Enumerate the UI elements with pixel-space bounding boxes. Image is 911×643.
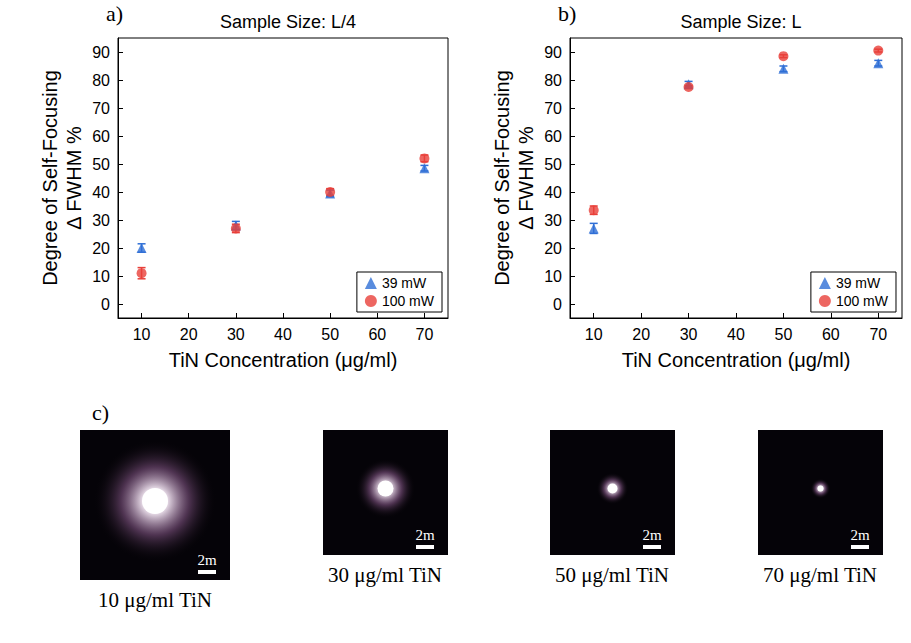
svg-text:Degree of Self-Focusing: Degree of Self-Focusing	[39, 70, 61, 286]
svg-text:20: 20	[632, 326, 650, 343]
svg-text:50: 50	[775, 326, 793, 343]
svg-text:60: 60	[92, 128, 110, 145]
svg-text:0: 0	[553, 296, 562, 313]
svg-text:50: 50	[92, 156, 110, 173]
svg-text:Δ FWHM %: Δ FWHM %	[515, 126, 537, 230]
html-text:c): c)	[92, 400, 110, 425]
svg-text:30: 30	[680, 326, 698, 343]
svg-text:80: 80	[92, 72, 110, 89]
svg-text:60: 60	[368, 326, 386, 343]
svg-text:100 mW: 100 mW	[836, 293, 889, 309]
svg-text:40: 40	[274, 326, 292, 343]
svg-text:90: 90	[544, 44, 562, 61]
html-text:30 μg/ml TiN: 30 μg/ml TiN	[328, 563, 442, 587]
html-text:50 μg/ml TiN: 50 μg/ml TiN	[555, 563, 669, 587]
svg-text:100 mW: 100 mW	[382, 293, 435, 309]
html-text:10 μg/ml TiN: 10 μg/ml TiN	[98, 588, 212, 612]
svg-text:10: 10	[133, 326, 151, 343]
svg-text:20: 20	[92, 240, 110, 257]
svg-text:0: 0	[101, 296, 110, 313]
svg-text:50: 50	[544, 156, 562, 173]
svg-text:70: 70	[544, 100, 562, 117]
svg-text:40: 40	[544, 184, 562, 201]
html-text:70 μg/ml TiN: 70 μg/ml TiN	[763, 563, 877, 587]
svg-text:10: 10	[544, 268, 562, 285]
svg-text:70: 70	[869, 326, 887, 343]
svg-text:50: 50	[321, 326, 339, 343]
svg-text:20: 20	[544, 240, 562, 257]
svg-text:30: 30	[544, 212, 562, 229]
svg-text:Δ FWHM %: Δ FWHM %	[63, 126, 85, 230]
svg-text:30: 30	[227, 326, 245, 343]
svg-text:90: 90	[92, 44, 110, 61]
svg-text:39 mW: 39 mW	[382, 275, 427, 291]
svg-text:2m: 2m	[850, 527, 870, 543]
svg-text:30: 30	[92, 212, 110, 229]
svg-text:70: 70	[416, 326, 434, 343]
svg-text:TiN Concentration (μg/ml): TiN Concentration (μg/ml)	[169, 349, 398, 371]
svg-text:40: 40	[727, 326, 745, 343]
svg-text:60: 60	[544, 128, 562, 145]
svg-text:Sample Size: L: Sample Size: L	[680, 12, 801, 32]
svg-text:b): b)	[558, 1, 576, 26]
svg-text:40: 40	[92, 184, 110, 201]
svg-text:Degree of Self-Focusing: Degree of Self-Focusing	[491, 70, 513, 286]
svg-text:20: 20	[180, 326, 198, 343]
svg-text:10: 10	[585, 326, 603, 343]
svg-text:39 mW: 39 mW	[836, 275, 881, 291]
svg-text:2m: 2m	[415, 527, 435, 543]
svg-text:a): a)	[106, 1, 123, 26]
svg-text:70: 70	[92, 100, 110, 117]
svg-text:80: 80	[544, 72, 562, 89]
svg-text:10: 10	[92, 268, 110, 285]
svg-text:TiN Concentration (μg/ml): TiN Concentration (μg/ml)	[622, 349, 851, 371]
svg-text:2m: 2m	[197, 552, 217, 568]
svg-text:Sample Size: L/4: Sample Size: L/4	[220, 12, 356, 32]
svg-text:60: 60	[822, 326, 840, 343]
svg-text:2m: 2m	[642, 527, 662, 543]
